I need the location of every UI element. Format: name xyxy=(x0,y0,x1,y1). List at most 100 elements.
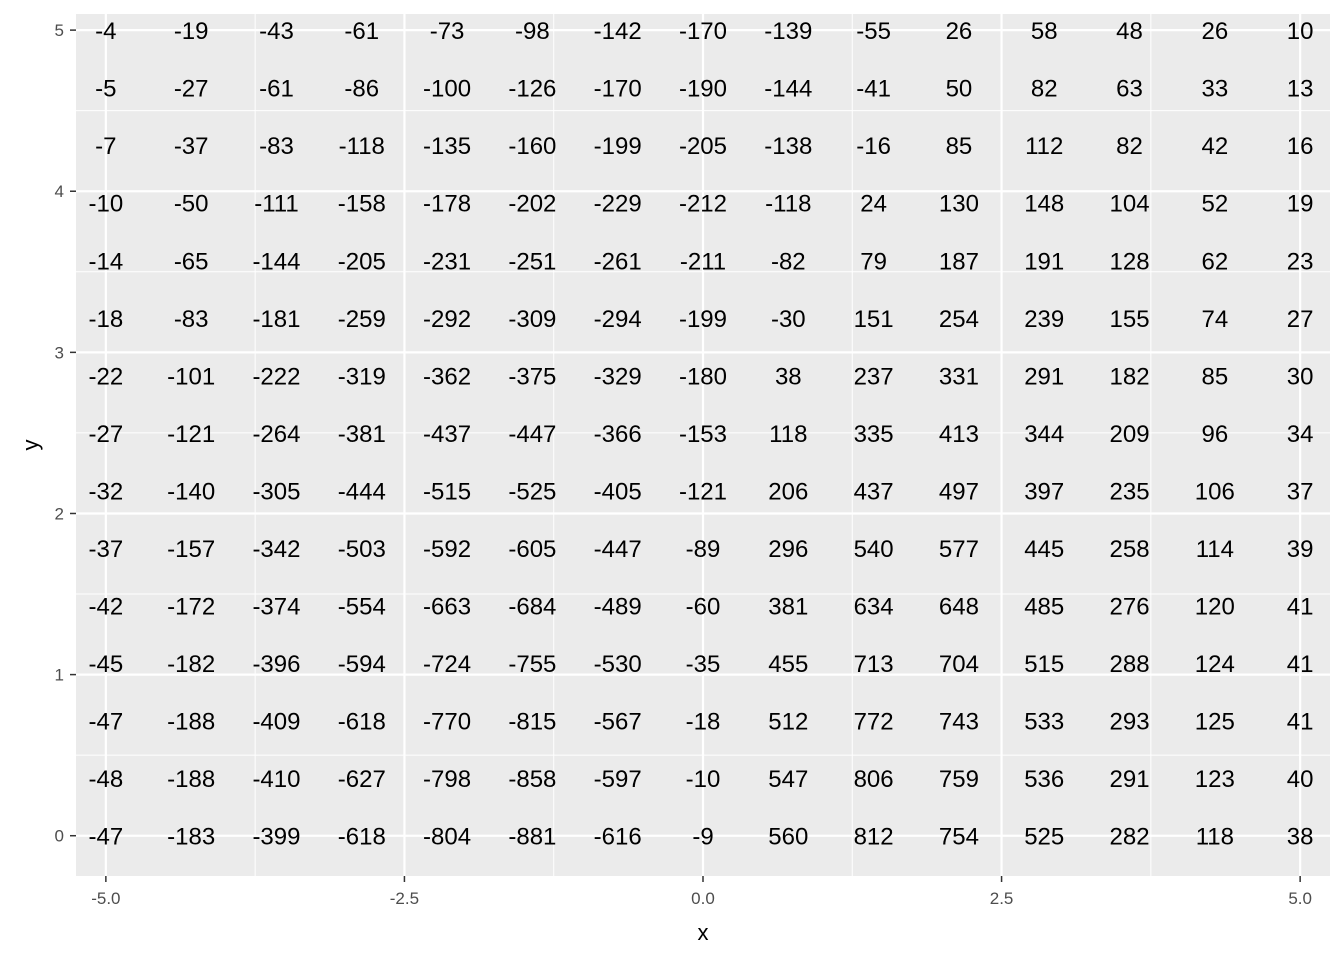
cell-value-label: 258 xyxy=(1110,536,1150,563)
cell-value-label: 34 xyxy=(1287,421,1314,448)
y-tick-label: 0 xyxy=(55,827,64,846)
cell-value-label: -144 xyxy=(252,248,300,275)
cell-value-label: -30 xyxy=(771,306,806,333)
cell-value-label: -447 xyxy=(594,536,642,563)
cell-value-label: 79 xyxy=(860,248,887,275)
cell-value-label: -61 xyxy=(259,76,294,103)
cell-value-label: -554 xyxy=(338,594,386,621)
cell-value-label: -111 xyxy=(254,191,298,218)
cell-value-label: 74 xyxy=(1201,306,1228,333)
cell-value-label: -180 xyxy=(679,363,727,390)
cell-value-label: -362 xyxy=(423,363,471,390)
cell-value-label: -684 xyxy=(508,594,556,621)
cell-value-label: -121 xyxy=(167,421,215,448)
cell-value-label: -815 xyxy=(508,709,556,736)
cell-value-label: -47 xyxy=(89,824,124,851)
cell-value-label: -231 xyxy=(423,248,471,275)
cell-value-label: -567 xyxy=(594,709,642,736)
cell-value-label: 33 xyxy=(1201,76,1228,103)
cell-value-label: -10 xyxy=(89,191,124,218)
cell-value-label: -50 xyxy=(174,191,209,218)
cell-value-label: 19 xyxy=(1287,191,1314,218)
cell-value-label: 437 xyxy=(854,478,894,505)
cell-value-label: -627 xyxy=(338,766,386,793)
x-tick-label: -2.5 xyxy=(390,889,419,908)
cell-value-label: 155 xyxy=(1110,306,1150,333)
cell-value-label: -329 xyxy=(594,363,642,390)
cell-value-label: -42 xyxy=(89,594,124,621)
cell-value-label: 634 xyxy=(854,594,894,621)
cell-value-label: -135 xyxy=(423,133,471,160)
cell-value-label: -444 xyxy=(338,478,386,505)
x-tick-label: 2.5 xyxy=(990,889,1014,908)
cell-value-label: 455 xyxy=(768,651,808,678)
cell-value-label: 39 xyxy=(1287,536,1314,563)
cell-value-label: -616 xyxy=(594,824,642,851)
cell-value-label: 743 xyxy=(939,709,979,736)
cell-value-label: 237 xyxy=(854,363,894,390)
cell-value-label: -503 xyxy=(338,536,386,563)
x-tick-label: 0.0 xyxy=(691,889,715,908)
cell-value-label: -73 xyxy=(430,18,465,45)
cell-value-label: 24 xyxy=(860,191,887,218)
cell-value-label: 27 xyxy=(1287,306,1314,333)
x-tick-label: 5.0 xyxy=(1288,889,1312,908)
cell-value-label: -7 xyxy=(95,133,116,160)
cell-value-label: -118 xyxy=(765,191,811,218)
cell-value-label: 335 xyxy=(854,421,894,448)
cell-value-label: 288 xyxy=(1110,651,1150,678)
cell-value-label: -170 xyxy=(594,76,642,103)
cell-value-label: 41 xyxy=(1287,594,1314,621)
cell-value-label: -144 xyxy=(764,76,812,103)
cell-value-label: -724 xyxy=(423,651,471,678)
cell-value-label: 806 xyxy=(854,766,894,793)
cell-value-label: -342 xyxy=(252,536,300,563)
cell-value-label: -190 xyxy=(679,76,727,103)
cell-value-label: -188 xyxy=(167,709,215,736)
cell-value-label: 16 xyxy=(1287,133,1314,160)
cell-value-label: 41 xyxy=(1287,651,1314,678)
cell-value-label: -525 xyxy=(508,478,556,505)
cell-value-label: 282 xyxy=(1110,824,1150,851)
cell-value-label: 759 xyxy=(939,766,979,793)
cell-value-label: -181 xyxy=(252,306,300,333)
cell-value-label: -229 xyxy=(594,191,642,218)
cell-value-label: 515 xyxy=(1024,651,1064,678)
cell-value-label: 291 xyxy=(1110,766,1150,793)
cell-value-label: -41 xyxy=(856,76,891,103)
cell-value-label: 512 xyxy=(768,709,808,736)
cell-value-label: -530 xyxy=(594,651,642,678)
cell-value-label: 648 xyxy=(939,594,979,621)
cell-value-label: -597 xyxy=(594,766,642,793)
cell-value-label: 23 xyxy=(1287,248,1314,275)
cell-value-label: 41 xyxy=(1287,709,1314,736)
cell-value-label: -47 xyxy=(89,709,124,736)
cell-value-label: -10 xyxy=(686,766,721,793)
y-tick-label: 4 xyxy=(55,182,64,201)
cell-value-label: -18 xyxy=(686,709,721,736)
cell-value-label: -158 xyxy=(338,191,386,218)
cell-value-label: -183 xyxy=(167,824,215,851)
cell-value-label: 206 xyxy=(768,478,808,505)
cell-value-label: -89 xyxy=(686,536,721,563)
cell-value-label: -770 xyxy=(423,709,471,736)
cell-value-label: -375 xyxy=(508,363,556,390)
cell-value-label: 772 xyxy=(854,709,894,736)
cell-value-label: 704 xyxy=(939,651,979,678)
cell-value-label: -138 xyxy=(764,133,812,160)
cell-value-label: 85 xyxy=(1201,363,1228,390)
cell-value-label: 125 xyxy=(1195,709,1235,736)
cell-value-label: -410 xyxy=(252,766,300,793)
cell-labels: -4 -19 -43 -61 -73 -98 -142 -170 -139 -55 26 58 48 26… xyxy=(89,18,1314,851)
cell-value-label: -605 xyxy=(508,536,556,563)
cell-value-label: 50 xyxy=(946,76,973,103)
cell-value-label: 296 xyxy=(768,536,808,563)
cell-value-label: -14 xyxy=(89,248,124,275)
cell-value-label: -118 xyxy=(339,133,385,160)
cell-value-label: -37 xyxy=(174,133,209,160)
cell-value-label: -48 xyxy=(89,766,124,793)
cell-value-label: 85 xyxy=(946,133,973,160)
cell-value-label: -139 xyxy=(764,18,812,45)
y-tick-label: 2 xyxy=(55,504,64,523)
